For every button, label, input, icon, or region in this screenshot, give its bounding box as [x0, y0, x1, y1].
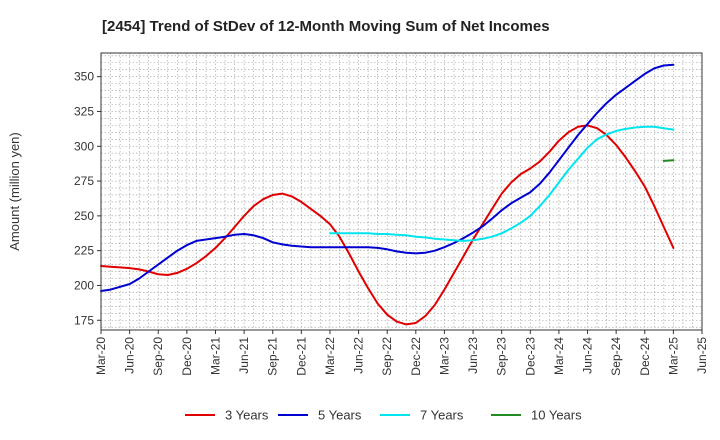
x-tick-label: Jun-24: [581, 337, 595, 374]
x-tick-label: Jun-22: [352, 337, 366, 374]
x-tick-label: Jun-25: [695, 337, 709, 374]
y-tick-label: 325: [74, 104, 94, 118]
legend: 3 Years 5 Years 7 Years 10 Years: [185, 408, 582, 423]
legend-label: 7 Years: [420, 408, 464, 423]
x-tick-label: Dec-24: [638, 337, 652, 376]
x-tick-label: Sep-20: [151, 337, 165, 376]
y-tick-label: 175: [74, 313, 94, 327]
legend-label: 10 Years: [531, 408, 582, 423]
plot-frame: [100, 52, 703, 331]
x-tick-label: Dec-22: [409, 337, 423, 376]
x-tick-label: Jun-21: [237, 337, 251, 374]
x-tick-label: Mar-22: [323, 337, 337, 375]
series-line-3: [329, 125, 675, 242]
series-line-1: [100, 124, 675, 326]
x-tick-label: Dec-20: [180, 337, 194, 376]
legend-label: 5 Years: [318, 408, 362, 423]
gridlines: [101, 53, 702, 330]
y-tick-label: 275: [74, 174, 94, 188]
y-tick-label: 200: [74, 278, 94, 292]
y-axis-label: Amount (million yen): [7, 132, 22, 251]
x-tick-label: Sep-23: [495, 337, 509, 376]
x-tick-label: Dec-21: [294, 337, 308, 376]
series-lines: [100, 63, 675, 326]
chart-title: [2454] Trend of StDev of 12-Month Moving…: [102, 18, 550, 35]
x-tick-label: Sep-24: [609, 337, 623, 376]
y-axis-ticks: 175 200 225 250 275 300 325 350: [74, 70, 101, 327]
series-line-4: [662, 159, 675, 162]
legend-label: 3 Years: [225, 408, 269, 423]
y-tick-label: 225: [74, 244, 94, 258]
plot-area: [101, 53, 702, 330]
x-tick-label: Sep-21: [266, 337, 280, 376]
y-tick-label: 250: [74, 209, 94, 223]
x-tick-label: Mar-25: [666, 337, 680, 375]
x-axis-ticks: Mar-20 Jun-20 Sep-20 Dec-20 Mar-21 Jun-21 Sep-…: [94, 330, 709, 376]
x-tick-label: Mar-21: [208, 337, 222, 375]
x-tick-label: Sep-22: [380, 337, 394, 376]
series-line-2: [100, 63, 675, 292]
x-tick-label: Jun-23: [466, 337, 480, 374]
x-tick-label: Mar-20: [94, 337, 108, 375]
y-tick-label: 300: [74, 139, 94, 153]
x-tick-label: Mar-23: [437, 337, 451, 375]
x-tick-label: Mar-24: [552, 337, 566, 375]
x-tick-label: Jun-20: [123, 337, 137, 374]
y-tick-label: 350: [74, 70, 94, 84]
x-tick-label: Dec-23: [523, 337, 537, 376]
